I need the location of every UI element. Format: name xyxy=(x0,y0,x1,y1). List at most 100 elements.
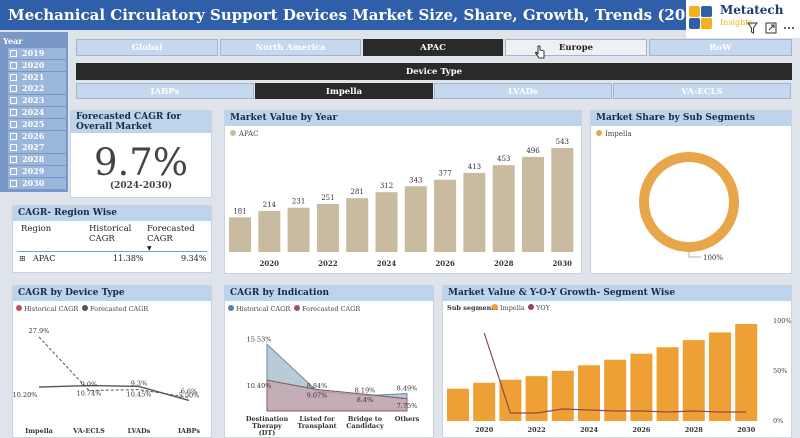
logo-name: Metatech xyxy=(720,3,784,17)
legend-label: Impella xyxy=(500,304,525,312)
year-option[interactable]: 2019 xyxy=(8,48,66,59)
region-cell: APAC xyxy=(33,254,56,263)
checkbox-icon[interactable] xyxy=(10,85,17,93)
cagr-indication-chart: CAGR by Indication Historical CAGR Foreca… xyxy=(224,285,434,438)
year-option-label: 2019 xyxy=(22,48,45,58)
market-value-title: Market Value by Year xyxy=(225,111,581,126)
y2-tick-label: 100% xyxy=(773,317,791,325)
checkbox-icon[interactable] xyxy=(10,156,17,164)
device-type-button[interactable]: IABPs xyxy=(76,83,254,99)
x-tick-label: Destination Therapy (DT) xyxy=(246,415,289,437)
checkbox-icon[interactable] xyxy=(10,132,17,140)
device-type-button[interactable]: VA-ECLS xyxy=(613,83,791,99)
x-tick-label: 2024 xyxy=(377,259,397,268)
bar xyxy=(346,198,369,252)
market-share-title: Market Share by Sub Segments xyxy=(591,111,791,126)
bar-data-label: 343 xyxy=(409,176,422,184)
legend-title: Sub segments xyxy=(447,304,498,312)
bar xyxy=(434,179,457,252)
region-button[interactable]: Global xyxy=(76,39,218,56)
forecast-cagr-title: Forecasted CAGR for Overall Market xyxy=(71,111,211,133)
yoy-line xyxy=(483,332,747,414)
checkbox-icon[interactable] xyxy=(10,97,17,105)
bar xyxy=(463,172,486,252)
legend-marker xyxy=(596,130,602,136)
checkbox-icon[interactable] xyxy=(10,109,17,116)
cagr-indication-title: CAGR by Indication xyxy=(225,286,433,301)
bar xyxy=(287,207,310,252)
bar xyxy=(682,340,705,421)
donut-slice xyxy=(639,152,739,252)
bar xyxy=(709,332,731,421)
point-label: 7.75% xyxy=(397,402,418,410)
year-option[interactable]: 2025 xyxy=(8,118,66,130)
year-option[interactable]: 2030 xyxy=(8,177,66,189)
x-tick-label: Bridge to Candidacy xyxy=(346,415,384,430)
checkbox-icon[interactable] xyxy=(10,179,17,187)
bar-data-label: 543 xyxy=(556,138,569,146)
bar xyxy=(551,147,574,252)
point-label: 8.49% xyxy=(397,385,418,393)
checkbox-icon[interactable] xyxy=(10,144,17,152)
region-button[interactable]: RoW xyxy=(649,39,792,56)
region-button[interactable]: APAC xyxy=(363,39,503,56)
bar xyxy=(258,210,281,252)
region-button[interactable]: Europe xyxy=(505,39,647,56)
expand-icon[interactable]: ⊞ xyxy=(19,254,26,263)
checkbox-icon[interactable] xyxy=(10,73,17,81)
checkbox-icon[interactable] xyxy=(10,61,17,69)
x-tick-label: 2022 xyxy=(318,259,338,268)
checkbox-icon[interactable] xyxy=(10,120,17,128)
historical-cell: 11.38% xyxy=(113,254,144,263)
year-option[interactable]: 2022 xyxy=(8,83,66,95)
bar-data-label: 453 xyxy=(497,155,510,163)
col-forecasted: Forecasted CAGR xyxy=(147,224,195,244)
legend-label: Historical CAGR xyxy=(24,305,79,313)
bar xyxy=(578,365,600,421)
bar xyxy=(404,186,427,252)
legend-label: YOY xyxy=(535,304,551,312)
legend-marker xyxy=(16,305,22,311)
year-option[interactable]: 2021 xyxy=(8,71,66,83)
year-option[interactable]: 2020 xyxy=(8,59,66,71)
more-options-icon[interactable] xyxy=(784,27,794,29)
point-label: 6.6% xyxy=(181,387,198,395)
x-tick-label: 2028 xyxy=(685,426,704,434)
year-option[interactable]: 2024 xyxy=(8,107,66,118)
legend-marker xyxy=(82,305,88,311)
logo-tag: Insights xyxy=(720,18,753,27)
year-slicer-label: Year xyxy=(3,36,23,46)
y2-tick-label: 0% xyxy=(773,417,783,425)
year-option-label: 2021 xyxy=(22,71,45,82)
year-option-label: 2023 xyxy=(22,95,45,106)
sort-desc-icon[interactable]: ▼ xyxy=(147,245,152,252)
year-option[interactable]: 2023 xyxy=(8,95,66,107)
metatech-logo-icon: Metatech Insights xyxy=(689,3,784,29)
x-tick-label: 2020 xyxy=(475,426,494,434)
year-option[interactable]: 2027 xyxy=(8,142,66,154)
focus-mode-icon[interactable] xyxy=(765,22,777,34)
year-option-label: 2020 xyxy=(22,59,45,70)
cagr-device-chart: CAGR by Device Type Historical CAGR Forec… xyxy=(12,285,212,438)
filter-icon[interactable] xyxy=(747,22,758,34)
device-type-button[interactable]: LVADs xyxy=(434,83,612,99)
logo: Metatech Insights xyxy=(686,0,800,38)
segment-growth-chart: Market Value & Y-O-Y Growth- Segment Wis… xyxy=(442,285,792,438)
point-label: 15.53% xyxy=(247,335,272,343)
point-label: 10.45% xyxy=(127,390,152,398)
checkbox-icon[interactable] xyxy=(10,168,17,175)
market-share-chart: Market Share by Sub Segments Impella 100% xyxy=(590,110,792,274)
bar-data-label: 181 xyxy=(233,207,246,215)
year-option[interactable]: 2028 xyxy=(8,154,66,166)
segment-growth-title: Market Value & Y-O-Y Growth- Segment Wis… xyxy=(443,286,791,301)
checkbox-icon[interactable] xyxy=(10,50,17,57)
cagr-device-title: CAGR by Device Type xyxy=(13,286,211,301)
device-type-button[interactable]: Impella xyxy=(255,83,433,99)
point-label: 10.40% xyxy=(247,382,272,390)
point-label: 27.9% xyxy=(29,327,50,335)
region-cagr-title: CAGR- Region Wise xyxy=(13,206,211,221)
year-option-label: 2024 xyxy=(22,107,45,117)
region-button[interactable]: North America xyxy=(220,39,361,56)
year-option[interactable]: 2026 xyxy=(8,130,66,142)
year-option[interactable]: 2029 xyxy=(8,166,66,177)
